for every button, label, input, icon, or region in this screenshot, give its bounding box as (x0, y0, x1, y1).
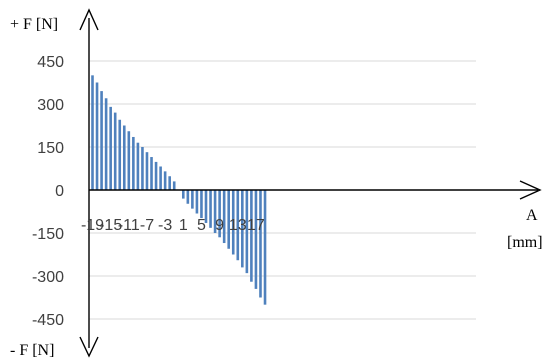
x-tick-label: 9 (215, 217, 224, 234)
x-axis-unit: [mm] (507, 234, 543, 251)
bar (213, 190, 217, 233)
bar (154, 161, 158, 190)
bar (254, 190, 258, 289)
axes (79, 8, 542, 358)
y-tick-label: 300 (37, 97, 64, 114)
bar (195, 190, 199, 214)
bar (159, 166, 162, 190)
bar (172, 181, 176, 190)
bar (263, 190, 267, 305)
bar (141, 147, 144, 190)
x-tick-label: -3 (158, 217, 172, 234)
bar (204, 190, 208, 223)
bar (222, 190, 226, 244)
x-tick-label: -15 (99, 217, 122, 234)
bar (186, 190, 190, 204)
bar (259, 190, 262, 298)
bar (127, 131, 131, 190)
bars (91, 75, 267, 305)
x-axis-label: A (526, 207, 538, 224)
x-tick-label: 5 (197, 217, 206, 234)
bar (95, 82, 99, 190)
bar (227, 190, 230, 249)
bar (113, 112, 117, 190)
bar (136, 142, 140, 190)
bar (168, 176, 171, 190)
y-tick-label: -150 (32, 226, 64, 243)
bar (118, 119, 122, 190)
x-tick-label: 17 (247, 217, 265, 234)
x-tick-label: -7 (140, 217, 154, 234)
y-tick-label: 150 (37, 140, 64, 157)
bar (236, 190, 240, 261)
y-axis-arrow-down (79, 336, 99, 358)
bar (191, 190, 194, 209)
bar (218, 190, 221, 238)
bar (200, 190, 203, 219)
bar (91, 75, 94, 190)
bar (150, 157, 153, 190)
y-tick-label: -300 (32, 269, 64, 286)
bar (132, 136, 135, 190)
bar (209, 190, 212, 228)
bar (100, 91, 103, 190)
x-tick-labels: -19-15-11 -7 -3 1 5 9 13 17 (81, 217, 265, 234)
y-axis-label-bottom: - F [N] (10, 342, 54, 359)
y-tick-labels: 450 300 150 0 -150 -300 -450 (32, 54, 64, 329)
bar (245, 190, 249, 274)
x-tick-label: -11 (118, 217, 140, 234)
x-tick-label: 1 (179, 217, 188, 234)
bar (163, 171, 167, 190)
bar (145, 152, 149, 190)
x-tick-label: -19 (81, 217, 104, 234)
y-tick-label: 0 (55, 183, 64, 200)
gridlines (89, 60, 476, 320)
y-axis-label-top: + F [N] (10, 16, 58, 33)
bar (109, 106, 112, 190)
bar (231, 190, 235, 255)
bar (241, 190, 244, 268)
bar (122, 125, 126, 190)
y-tick-label: -450 (32, 312, 64, 329)
x-tick-label: 13 (229, 217, 247, 234)
y-axis-arrow-up (79, 8, 99, 31)
y-tick-label: 450 (37, 54, 64, 71)
bar (104, 98, 108, 190)
bar (250, 190, 253, 282)
bar (182, 190, 185, 199)
x-axis-arrow (519, 180, 542, 200)
